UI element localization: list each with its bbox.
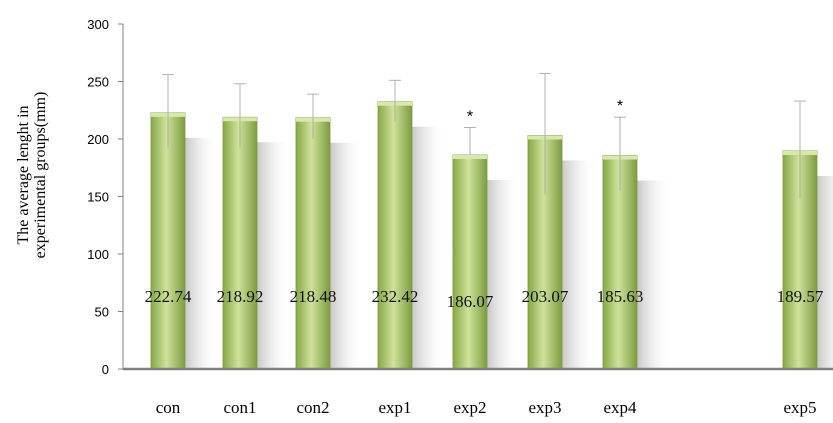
- bars: [150, 101, 818, 370]
- y-tick-label: 300: [87, 17, 109, 32]
- x-tick-label-con1: con1: [223, 398, 256, 417]
- x-tick-label-con: con: [156, 398, 181, 417]
- axes: con con1 con2 exp1 exp2 exp3 exp4 exp5 0 50 100 150…: [87, 17, 833, 417]
- bar-shadow-exp4: [637, 180, 671, 369]
- bar-exp1: [377, 101, 413, 370]
- y-tick-label: 200: [87, 132, 109, 147]
- x-tick-label-exp5: exp5: [783, 398, 816, 417]
- bar-con1: [222, 116, 258, 370]
- x-tick-label-exp3: exp3: [528, 398, 561, 417]
- bar-shadow-exp1: [412, 126, 446, 369]
- data-label-exp5: 189.57: [777, 287, 824, 306]
- data-label-con: 222.74: [145, 287, 192, 306]
- bar-shadow-con2: [330, 142, 364, 369]
- bar-exp2: [452, 154, 488, 370]
- bar-shadow-exp2: [487, 180, 521, 369]
- bar-con2: [295, 117, 331, 370]
- significance-marker-exp2: *: [467, 109, 473, 126]
- bar-shadow-exp3: [562, 160, 596, 369]
- bar-shadow-exp5: [817, 175, 833, 369]
- data-label-con1: 218.92: [217, 287, 264, 306]
- y-tick-label: 0: [102, 362, 109, 377]
- y-tick-label: 150: [87, 190, 109, 205]
- data-labels: 222.74 218.92 218.48 232.42 * 186.07 203.07 * 18…: [145, 98, 824, 311]
- y-tick-label: 250: [87, 75, 109, 90]
- data-label-con2: 218.48: [290, 287, 337, 306]
- x-tick-label-exp4: exp4: [603, 398, 637, 417]
- data-label-exp3: 203.07: [522, 287, 569, 306]
- y-tick-label: 50: [95, 305, 109, 320]
- x-tick-label-exp1: exp1: [378, 398, 411, 417]
- bar-shadow-con: [185, 137, 219, 369]
- significance-marker-exp4: *: [617, 98, 623, 115]
- bar-shadows: [185, 126, 833, 369]
- x-tick-label-exp2: exp2: [453, 398, 486, 417]
- data-label-exp2: 186.07: [447, 292, 494, 311]
- error-bars: [162, 72, 806, 199]
- bar-shadow-con1: [257, 142, 291, 369]
- x-tick-label-con2: con2: [296, 398, 329, 417]
- bar-con: [150, 112, 186, 370]
- data-label-exp4: 185.63: [597, 287, 644, 306]
- y-axis-label: The average lenght in experimental groups…: [15, 92, 49, 259]
- y-axis-label-line-2: experimental groups(mm): [32, 92, 49, 259]
- bar-cap-exp2: [453, 155, 487, 160]
- y-tick-label: 100: [87, 247, 109, 262]
- data-label-exp1: 232.42: [372, 287, 419, 306]
- y-axis-label-line-1: The average lenght in: [15, 105, 32, 244]
